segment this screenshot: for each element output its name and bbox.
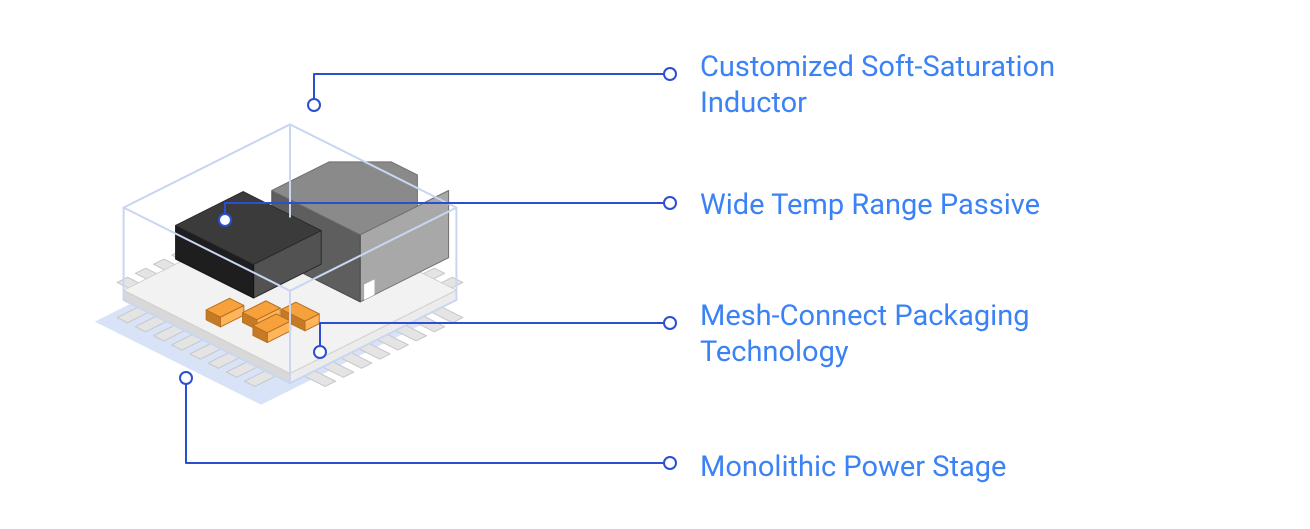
label-mesh: Mesh-Connect Packaging Technology [700, 298, 1030, 371]
label-inductor: Customized Soft-Saturation Inductor [700, 49, 1055, 122]
label-passive: Wide Temp Range Passive [700, 187, 1040, 223]
label-powerstage: Monolithic Power Stage [700, 449, 1006, 485]
diagram-svg [0, 0, 1310, 529]
